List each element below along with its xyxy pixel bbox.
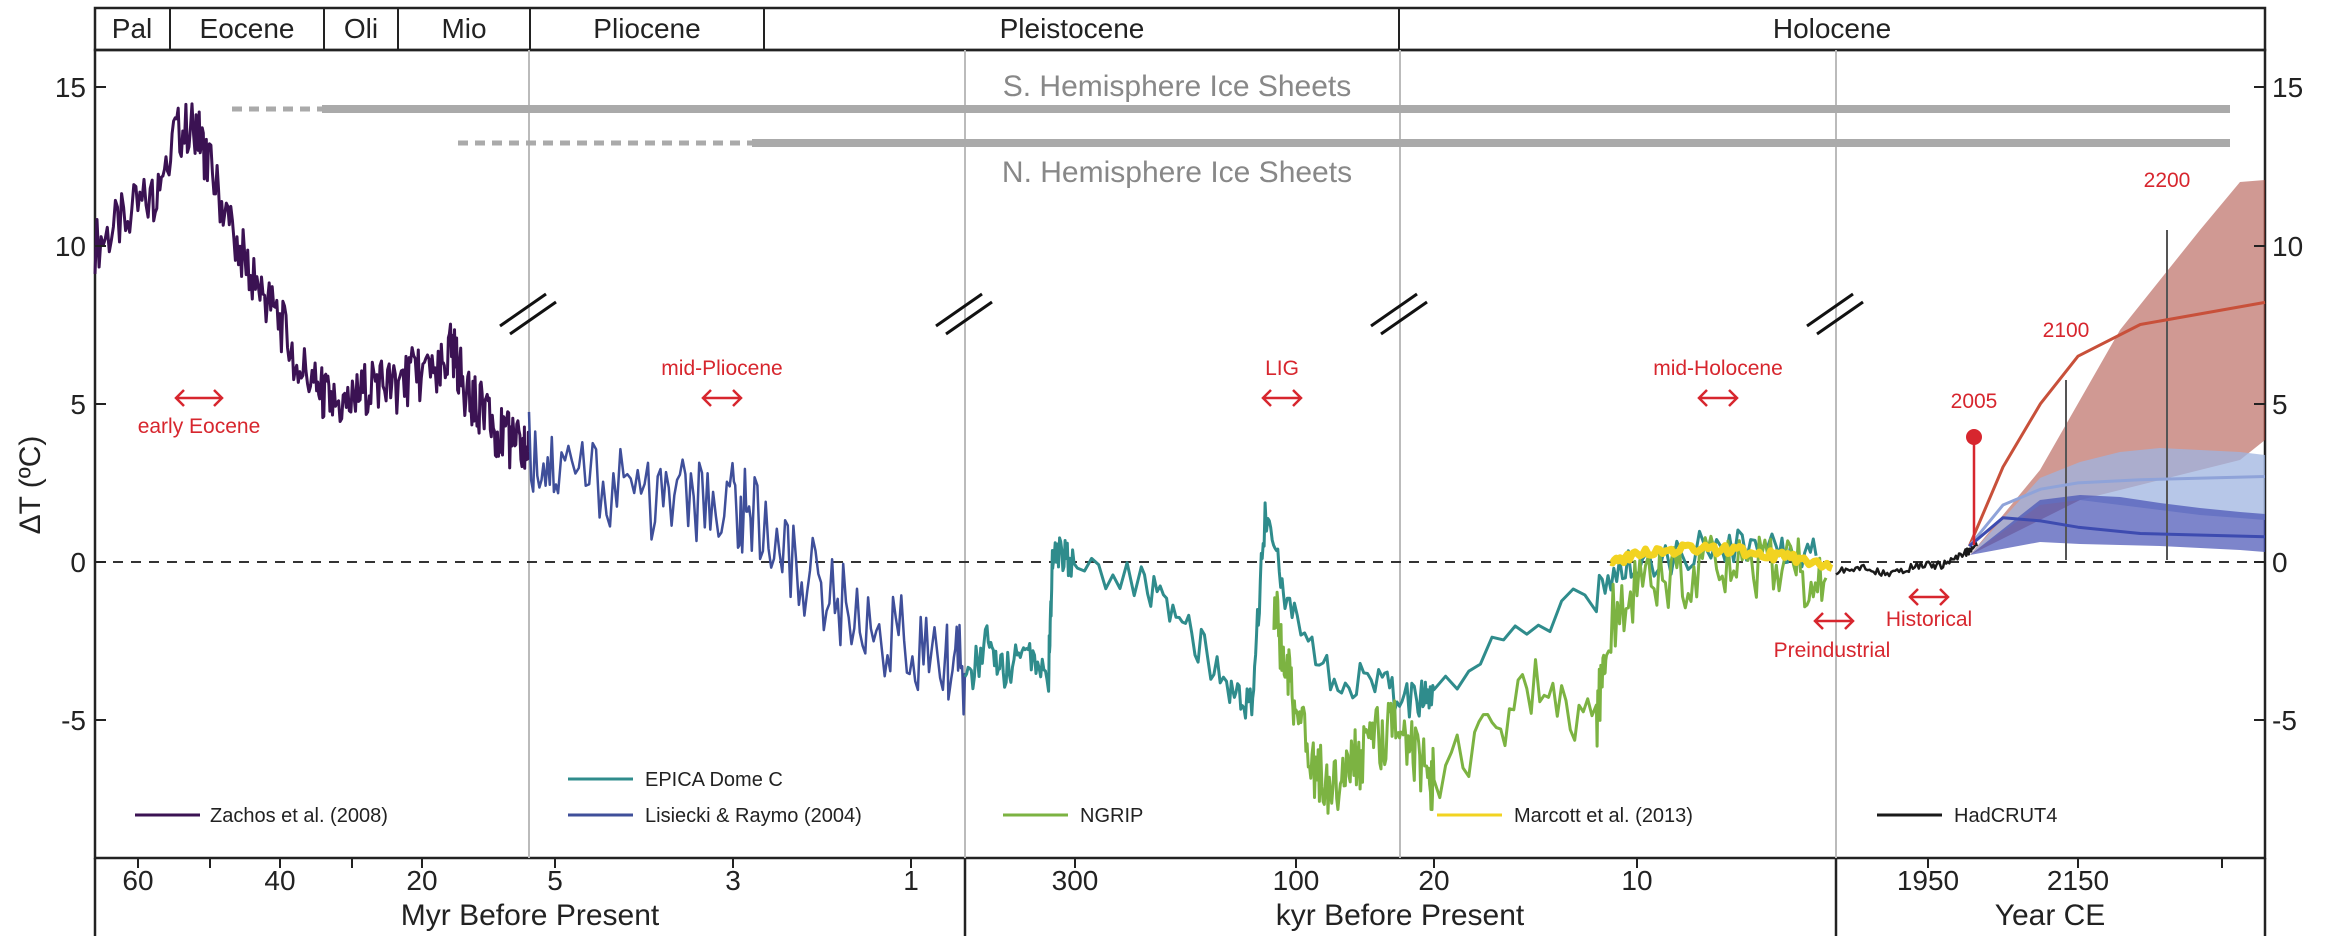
legend-label: NGRIP xyxy=(1080,805,1143,827)
legend-label: Lisiecki & Raymo (2004) xyxy=(645,805,862,827)
y-tick-label-right: 15 xyxy=(2272,72,2303,103)
axis-breaks xyxy=(499,292,1864,336)
annotation-label: LIG xyxy=(1265,357,1299,380)
x-tick-label: 2150 xyxy=(2047,865,2109,896)
x-tick-label: 5 xyxy=(547,865,563,896)
series-line xyxy=(1609,541,1834,572)
x-axis-title: kyr Before Present xyxy=(1276,899,1525,932)
x-tick-label: 20 xyxy=(406,865,437,896)
legend-label: Zachos et al. (2008) xyxy=(210,805,388,827)
x-axis-title: Myr Before Present xyxy=(401,899,660,932)
ice-sheet-bars: S. Hemisphere Ice Sheets N. Hemisphere I… xyxy=(232,70,2230,189)
annotations: early Eocene mid-Pliocene LIG mid-Holoce… xyxy=(138,169,2191,662)
x-tick-label: 3 xyxy=(725,865,741,896)
epoch-label: Pal xyxy=(112,13,152,44)
legend-label: EPICA Dome C xyxy=(645,769,783,791)
series-line xyxy=(1968,516,2266,548)
right-y-axis: 15 10 5 0 -5 xyxy=(2254,72,2303,736)
series-line xyxy=(527,411,967,716)
x-tick-label: 10 xyxy=(1621,865,1652,896)
x-tick-label: 300 xyxy=(1052,865,1099,896)
y-tick-label-right: 0 xyxy=(2272,547,2288,578)
legend: Zachos et al. (2008) EPICA Dome C Lisiec… xyxy=(135,769,2057,827)
y-tick-label: 15 xyxy=(55,72,86,103)
y-tick-label: 5 xyxy=(70,389,86,420)
left-y-axis: 15 10 5 0 -5 ΔT (ºC) xyxy=(14,72,106,736)
annotation-label: 2005 xyxy=(1951,390,1998,413)
marker-2005 xyxy=(1966,429,1982,445)
x-tick-label: 60 xyxy=(122,865,153,896)
x-tick-label: 20 xyxy=(1418,865,1449,896)
annotation-label: Preindustrial xyxy=(1774,639,1891,662)
series-layer xyxy=(93,102,2266,815)
y-tick-label: 10 xyxy=(55,231,86,262)
ice-sheet-label: N. Hemisphere Ice Sheets xyxy=(1002,156,1352,189)
x-axis: 60 40 20 5 3 1 300 100 20 10 1950 2150 M… xyxy=(93,858,2267,936)
projection-bands xyxy=(1970,180,2265,560)
series-line xyxy=(1968,475,2266,548)
annotation-label: 2100 xyxy=(2043,319,2090,342)
epoch-label: Oli xyxy=(344,13,378,44)
annotation-label: Historical xyxy=(1886,608,1972,631)
x-tick-label: 1950 xyxy=(1897,865,1959,896)
annotation-label: 2200 xyxy=(2144,169,2191,192)
epoch-label: Pliocene xyxy=(593,13,700,44)
epoch-label: Mio xyxy=(441,13,486,44)
y-tick-label-right: -5 xyxy=(2272,705,2297,736)
epoch-label: Eocene xyxy=(200,13,295,44)
series-line xyxy=(1272,534,1828,815)
legend-label: Marcott et al. (2013) xyxy=(1514,805,1693,827)
y-tick-label: 0 xyxy=(70,547,86,578)
epoch-label: Pleistocene xyxy=(1000,13,1145,44)
x-tick-label: 100 xyxy=(1273,865,1320,896)
x-tick-label: 1 xyxy=(903,865,919,896)
series-line xyxy=(1835,541,1978,578)
plot-frame xyxy=(93,48,2267,860)
annotation-label: mid-Holocene xyxy=(1653,357,1783,380)
y-tick-label: -5 xyxy=(61,705,86,736)
ice-sheet-label: S. Hemisphere Ice Sheets xyxy=(1003,70,1352,103)
annotation-label: mid-Pliocene xyxy=(661,357,782,380)
series-line xyxy=(1967,300,2266,547)
series-line xyxy=(963,501,1818,720)
y-tick-label-right: 5 xyxy=(2272,389,2288,420)
y-axis-title: ΔT (ºC) xyxy=(14,436,47,535)
annotation-label: early Eocene xyxy=(138,415,261,438)
series-line xyxy=(93,102,531,470)
legend-label: HadCRUT4 xyxy=(1954,805,2057,827)
x-tick-label: 40 xyxy=(264,865,295,896)
epoch-label: Holocene xyxy=(1773,13,1891,44)
y-tick-label-right: 10 xyxy=(2272,231,2303,262)
x-axis-title: Year CE xyxy=(1995,899,2106,932)
epoch-band: Pal Eocene Oli Mio Pliocene Pleistocene … xyxy=(93,6,2267,52)
